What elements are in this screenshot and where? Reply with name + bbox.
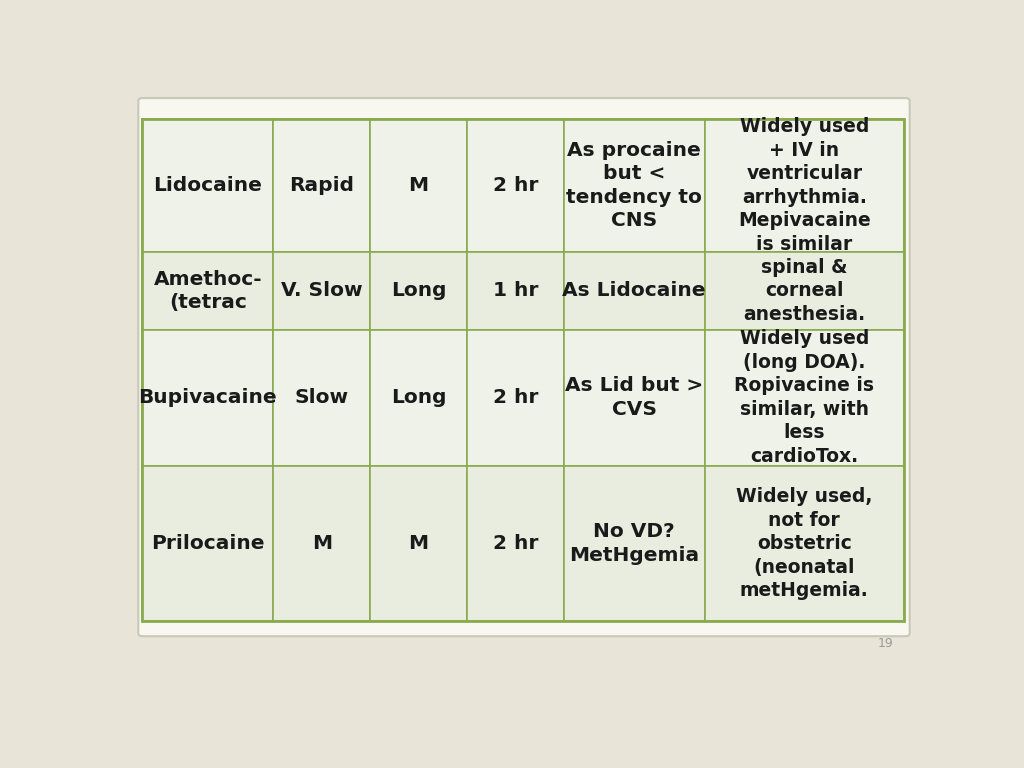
Bar — [370, 252, 467, 330]
Bar — [142, 119, 273, 252]
Bar — [467, 465, 563, 621]
Text: Lidocaine: Lidocaine — [154, 176, 262, 195]
Bar — [370, 119, 467, 252]
Text: M: M — [409, 534, 428, 553]
Bar — [705, 330, 904, 465]
Text: 19: 19 — [878, 637, 894, 650]
Bar — [142, 465, 273, 621]
Bar — [273, 465, 370, 621]
Text: 2 hr: 2 hr — [493, 389, 538, 407]
Text: Long: Long — [391, 389, 446, 407]
Text: Amethoc-
(tetrac: Amethoc- (tetrac — [154, 270, 262, 312]
Text: Rapid: Rapid — [289, 176, 354, 195]
Text: Slow: Slow — [295, 389, 349, 407]
Bar — [705, 465, 904, 621]
Bar — [467, 330, 563, 465]
FancyBboxPatch shape — [138, 98, 909, 636]
Text: As Lid but >
CVS: As Lid but > CVS — [565, 376, 703, 419]
Text: 2 hr: 2 hr — [493, 534, 538, 553]
Bar — [142, 252, 273, 330]
Bar — [705, 119, 904, 252]
Bar — [563, 119, 705, 252]
Text: Widely used
(long DOA).
Ropivacine is
similar, with
less
cardioTox.: Widely used (long DOA). Ropivacine is si… — [734, 329, 874, 466]
Bar — [273, 252, 370, 330]
Bar — [705, 252, 904, 330]
Text: M: M — [409, 176, 428, 195]
Text: Bupivacaine: Bupivacaine — [138, 389, 278, 407]
Text: V. Slow: V. Slow — [281, 281, 362, 300]
Text: Long: Long — [391, 281, 446, 300]
Bar — [273, 119, 370, 252]
Text: M: M — [311, 534, 332, 553]
Text: Widely used
+ IV in
ventricular
arrhythmia.
Mepivacaine
is similar: Widely used + IV in ventricular arrhythm… — [738, 118, 870, 253]
Text: 2 hr: 2 hr — [493, 176, 538, 195]
Bar — [467, 119, 563, 252]
Text: spinal &
corneal
anesthesia.: spinal & corneal anesthesia. — [743, 258, 865, 324]
Bar — [273, 330, 370, 465]
Bar — [563, 330, 705, 465]
Bar — [370, 465, 467, 621]
Text: No VD?
MetHgemia: No VD? MetHgemia — [569, 522, 699, 564]
Text: 1 hr: 1 hr — [493, 281, 538, 300]
Bar — [142, 119, 904, 621]
Text: As procaine
but <
tendency to
CNS: As procaine but < tendency to CNS — [566, 141, 702, 230]
Bar — [563, 465, 705, 621]
Text: Prilocaine: Prilocaine — [152, 534, 264, 553]
Bar — [563, 252, 705, 330]
Bar — [370, 330, 467, 465]
Bar — [142, 330, 273, 465]
Text: Widely used,
not for
obstetric
(neonatal
metHgemia.: Widely used, not for obstetric (neonatal… — [736, 487, 872, 600]
Bar — [467, 252, 563, 330]
Text: As Lidocaine: As Lidocaine — [562, 281, 706, 300]
